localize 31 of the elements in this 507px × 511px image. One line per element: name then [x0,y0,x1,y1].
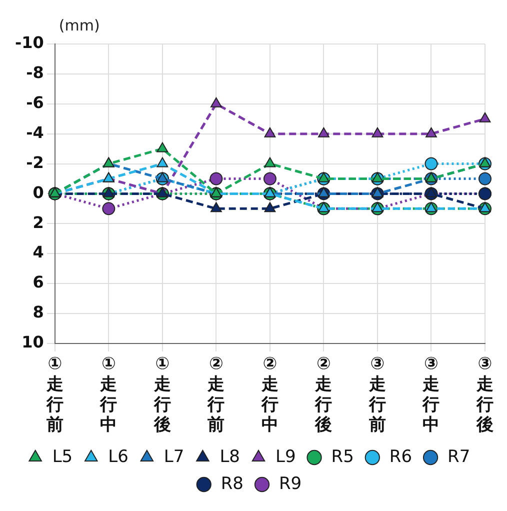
x-tick-label: ③走行前 [368,354,386,436]
y-tick-label: 8 [32,302,44,322]
x-tick-label: ①走行前 [45,354,64,436]
legend-label: R6 [389,446,412,467]
y-tick-label: -6 [26,93,44,112]
legend-label: R5 [331,446,354,467]
y-tick-label: 4 [32,242,44,262]
y-tick-label: -10 [15,33,44,52]
y-tick-label: 0 [32,182,44,202]
x-tick-label: ②走行中 [260,354,278,436]
x-tick-label: ①走行後 [152,354,171,436]
legend-label: R9 [279,474,302,494]
legend-label: L9 [275,446,296,467]
y-tick-label: -4 [26,122,44,142]
legend-label: L7 [164,446,184,467]
x-tick-label: ②走行後 [314,354,332,436]
legend-label: L8 [220,446,240,467]
legend-label: L5 [52,446,73,467]
y-tick-label: 10 [22,332,44,352]
x-tick-label: ③走行後 [476,354,494,436]
x-tick-label: ②走行前 [206,354,225,436]
x-tick-label: ③走行中 [422,354,440,436]
legend-label: L6 [108,446,128,467]
y-tick-label: 2 [32,212,44,232]
y-tick-label: -2 [26,152,44,172]
y-tick-label: -8 [26,63,44,82]
y-tick-label: 6 [32,272,44,292]
x-tick-label: ①走行中 [99,354,118,436]
legend-label: R7 [448,446,470,467]
legend-label: R8 [220,474,244,494]
y-axis-title: (mm) [58,16,100,34]
